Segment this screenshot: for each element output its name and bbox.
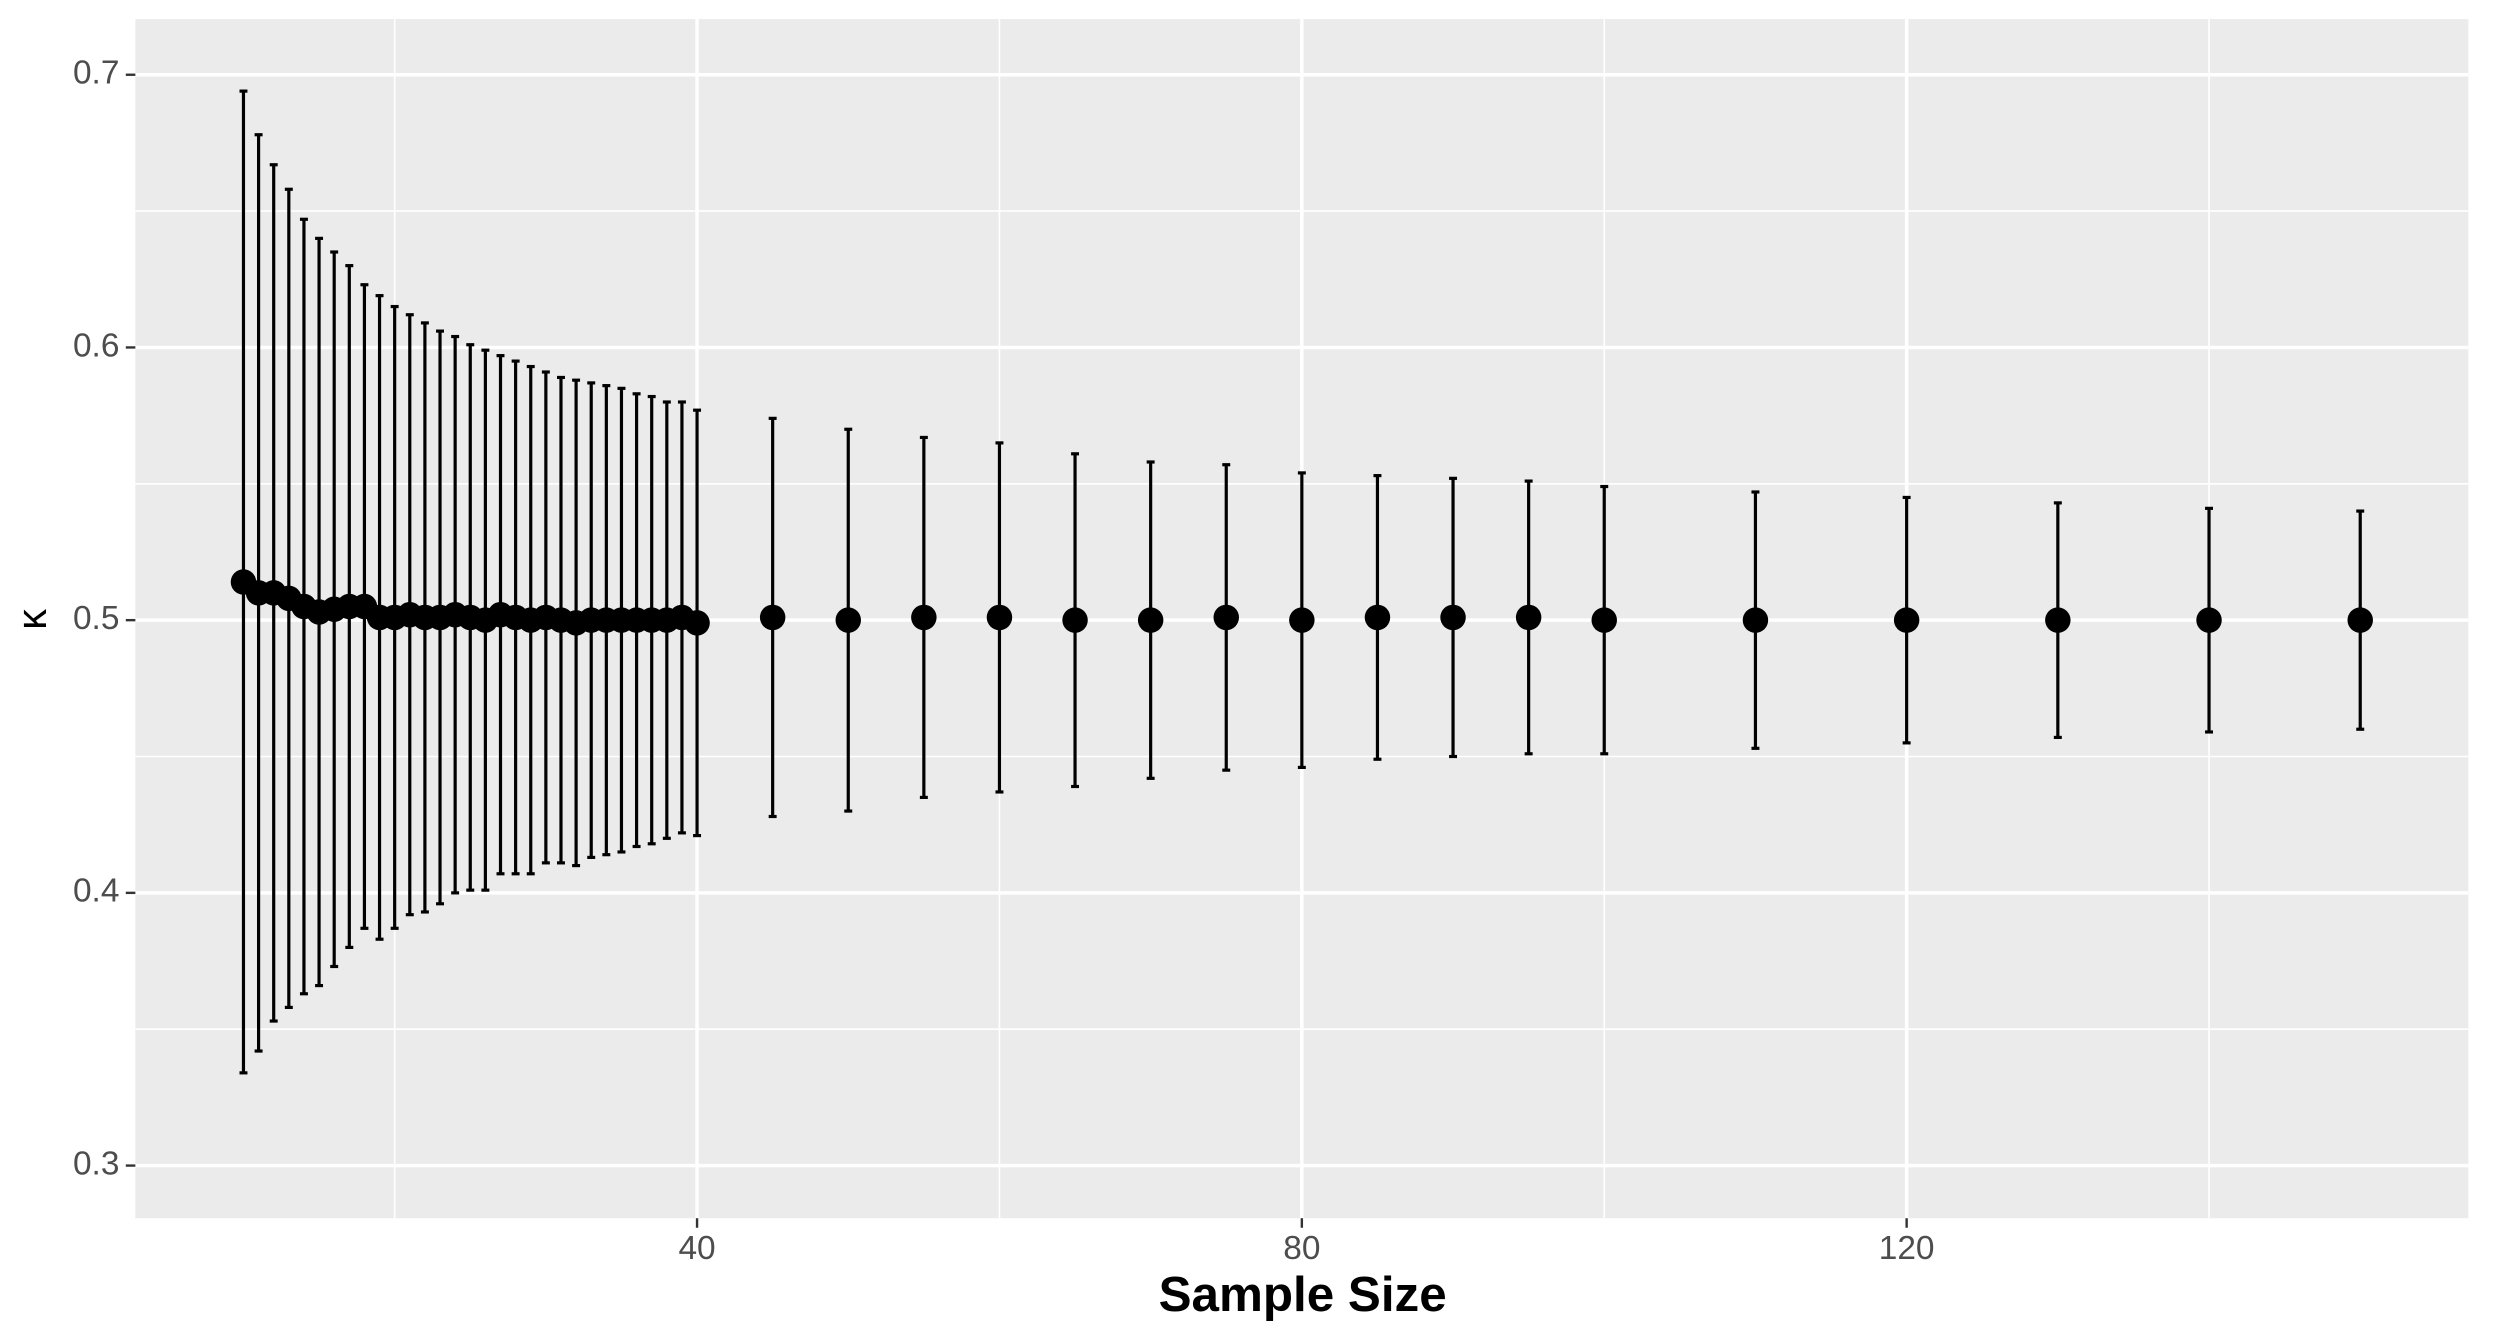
point xyxy=(684,610,710,636)
point xyxy=(1893,607,1920,633)
x-tick-label: 120 xyxy=(1879,1230,1935,1267)
y-axis-title: κ xyxy=(9,609,55,630)
y-tick-label: 0.7 xyxy=(73,55,119,92)
point xyxy=(2196,607,2222,633)
point xyxy=(1137,607,1164,633)
x-axis-title: Sample Size xyxy=(1159,1267,1447,1322)
point xyxy=(1289,607,1315,633)
point xyxy=(759,604,786,631)
point xyxy=(1742,607,1769,633)
point xyxy=(1515,604,1542,631)
point xyxy=(835,607,861,633)
x-tick-label: 40 xyxy=(678,1230,715,1267)
point xyxy=(1062,607,1088,633)
point xyxy=(2347,607,2373,633)
x-tick-label: 80 xyxy=(1283,1230,1320,1267)
point xyxy=(2045,607,2071,633)
point xyxy=(1440,604,1466,631)
point xyxy=(1591,607,1617,633)
y-tick-label: 0.6 xyxy=(73,327,119,364)
point xyxy=(986,604,1013,631)
y-tick-label: 0.4 xyxy=(73,873,119,910)
y-tick-label: 0.5 xyxy=(73,600,119,637)
y-tick-label: 0.3 xyxy=(73,1145,119,1182)
point xyxy=(1364,604,1391,631)
point xyxy=(1213,604,1239,631)
point xyxy=(911,604,937,631)
